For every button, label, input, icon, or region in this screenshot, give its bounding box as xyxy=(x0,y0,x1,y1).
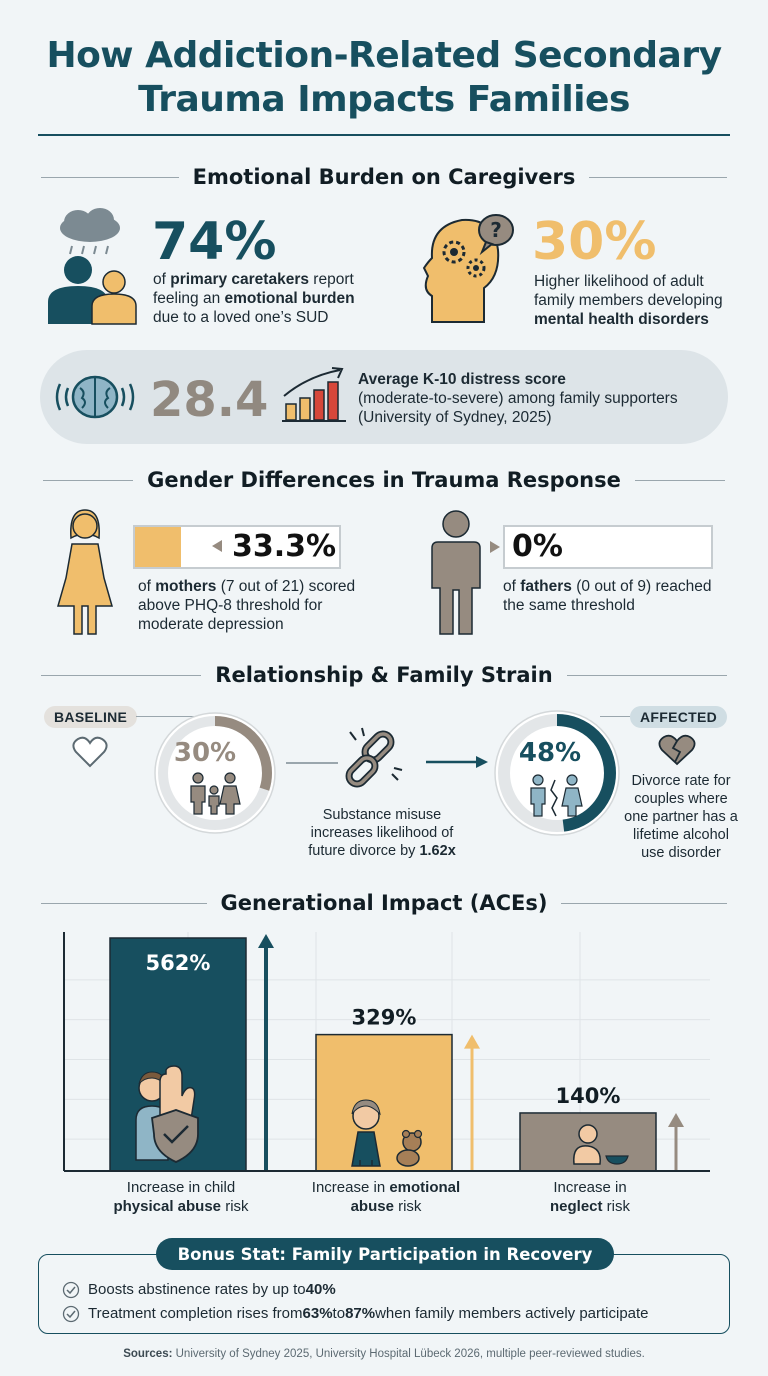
bar-arrow-head-0 xyxy=(258,934,274,948)
check-circle-icon xyxy=(62,1281,80,1299)
man-icon xyxy=(431,510,481,635)
k10-score-description: Average K-10 distress score (moderate-to… xyxy=(358,371,678,426)
bar-label-neglect: Increase in neglect risk xyxy=(549,1179,630,1215)
section-title: Gender Differences in Trauma Response xyxy=(147,468,621,492)
broken-heart-icon xyxy=(658,734,696,766)
svg-text:?: ? xyxy=(490,218,502,242)
affected-badge: AFFECTED xyxy=(630,706,728,728)
bonus-stat-title: Bonus Stat: Family Participation in Reco… xyxy=(156,1238,614,1270)
broken-chain-icon xyxy=(345,727,403,788)
mental-health-likelihood-value: 30% xyxy=(532,212,657,272)
bonus-item-completion: Treatment completion rises from 63% to 8… xyxy=(62,1304,649,1324)
header-rule-left xyxy=(43,479,134,481)
sources-footnote: Sources: University of Sydney 2025, Univ… xyxy=(123,1348,645,1360)
baseline-ring-fill xyxy=(158,716,272,830)
baseline-badge: BASELINE xyxy=(44,706,138,728)
caregiver-family-icon xyxy=(48,208,137,325)
bar-value-label-1: 329% xyxy=(352,1006,417,1030)
affected-value: 48% xyxy=(518,738,582,768)
header-rule-left xyxy=(41,674,202,676)
header-rule-right xyxy=(589,176,728,178)
mothers-value: 33.3% xyxy=(232,529,337,564)
affected-connector xyxy=(600,716,630,717)
header-rule-right xyxy=(561,902,728,904)
header-rule-left xyxy=(40,176,179,178)
mothers-bar-fill xyxy=(135,527,182,567)
title-divider xyxy=(38,134,730,136)
section-relationship-header: Relationship & Family Strain xyxy=(0,660,768,690)
family-icon xyxy=(190,772,241,815)
bar-label-physical-abuse: Increase in child physical abuse risk xyxy=(113,1179,249,1215)
page-title: How Addiction-Related Secondary Trauma I… xyxy=(0,34,768,122)
fathers-pointer-arrow xyxy=(490,541,500,553)
baseline-connector xyxy=(136,716,196,717)
k10-score-value: 28.4 xyxy=(150,372,269,428)
bar-arrow-head-2 xyxy=(668,1112,684,1127)
neglected-child-icon xyxy=(573,1124,629,1165)
separated-couple-icon xyxy=(530,774,583,817)
title-line-2: Trauma Impacts Families xyxy=(138,79,630,120)
bar-value-label-0: 562% xyxy=(146,951,211,975)
head-gears-icon: ? xyxy=(422,214,514,323)
affected-description: Divorce rate for couples where one partn… xyxy=(624,773,738,861)
heart-icon xyxy=(72,736,108,768)
header-rule-right xyxy=(634,479,725,481)
check-circle-icon xyxy=(62,1305,80,1323)
bar-label-emotional-abuse: Increase in emotional abuse risk xyxy=(311,1179,461,1215)
section-gender-header: Gender Differences in Trauma Response xyxy=(0,465,768,495)
bar-arrow-head-1 xyxy=(464,1034,480,1049)
affected-ring-fill xyxy=(498,714,616,832)
k10-score-panel xyxy=(40,350,728,444)
fathers-value: 0% xyxy=(512,529,563,564)
fathers-percentage-bar xyxy=(503,525,713,569)
crying-child-teddy-icon xyxy=(351,1099,423,1167)
section-emotional-header: Emotional Burden on Caregivers xyxy=(0,162,768,192)
rising-bar-chart-icon xyxy=(282,367,346,422)
mental-health-likelihood-description: Higher likelihood of adult family member… xyxy=(534,273,723,328)
baseline-ring xyxy=(154,712,276,834)
bonus-item-abstinence: Boosts abstinence rates by up to 40% xyxy=(62,1280,336,1300)
fathers-description: of fathers (0 out of 9) reached the same… xyxy=(503,578,712,614)
bar-1 xyxy=(315,1033,453,1172)
bar-value-label-2: 140% xyxy=(556,1084,621,1108)
section-title: Generational Impact (ACEs) xyxy=(220,891,548,915)
caretaker-burden-value: 74% xyxy=(152,212,277,272)
caretaker-burden-description: of primary caretakers report feeling an … xyxy=(153,271,355,326)
woman-icon xyxy=(57,509,113,635)
mothers-pointer-arrow xyxy=(212,540,222,552)
header-rule-right xyxy=(566,674,727,676)
divorce-multiplier-description: Substance misuse increases likelihood of… xyxy=(308,807,456,859)
title-line-1: How Addiction-Related Secondary xyxy=(46,35,722,76)
aces-bar-chart: 562% 329% 140% xyxy=(63,932,710,1172)
mothers-description: of mothers (7 out of 21) scored above PH… xyxy=(138,578,356,633)
section-title: Relationship & Family Strain xyxy=(215,663,553,687)
baseline-value: 30% xyxy=(173,738,237,768)
header-rule-left xyxy=(40,902,207,904)
arrow-right-icon xyxy=(426,756,488,768)
affected-ring xyxy=(494,710,620,836)
ring-connector-left xyxy=(286,762,338,764)
mothers-percentage-bar xyxy=(133,525,341,569)
section-generational-header: Generational Impact (ACEs) xyxy=(0,888,768,918)
brain-icon xyxy=(55,375,135,419)
section-title: Emotional Burden on Caregivers xyxy=(192,165,576,189)
child-shield-hand-icon xyxy=(135,1065,199,1163)
